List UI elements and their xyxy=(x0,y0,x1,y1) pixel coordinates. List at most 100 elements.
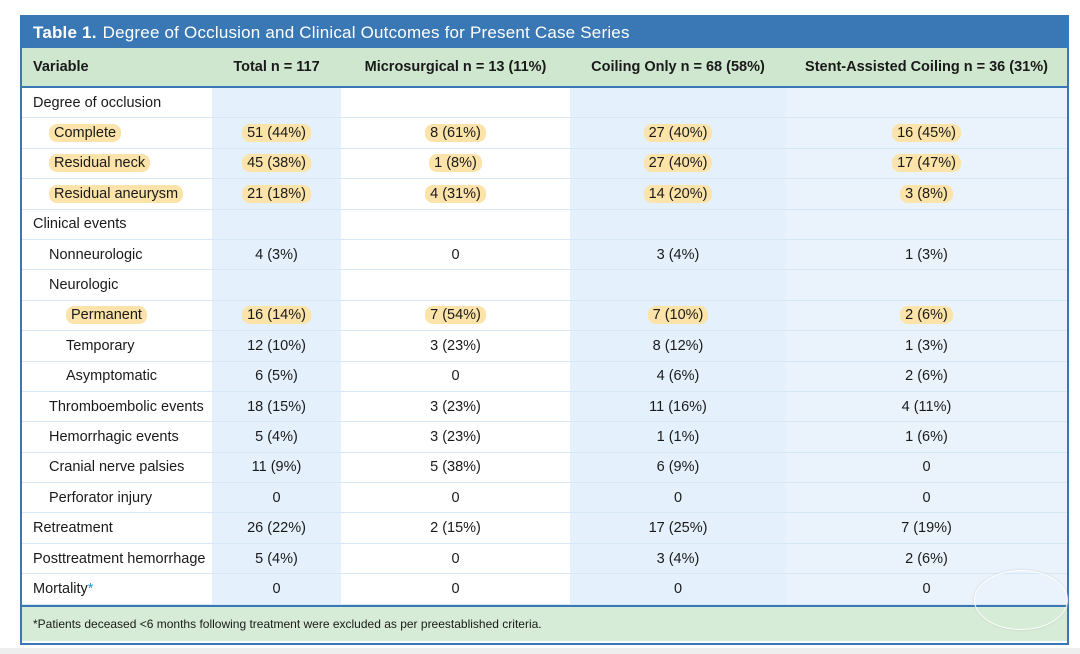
table-footnote: *Patients deceased <6 months following t… xyxy=(22,604,1067,641)
cell-total: 18 (15%) xyxy=(212,391,341,423)
cell-value: 0 xyxy=(922,459,931,476)
cell-value: 8 (12%) xyxy=(652,337,704,354)
cell-microsurgical: 0 xyxy=(341,482,570,514)
cell-total: 11 (9%) xyxy=(212,452,341,484)
row-label: Nonneurologic xyxy=(22,239,212,271)
table-row: Complete 51 (44%) 8 (61%) 27 (40%) 16 (45%) xyxy=(22,117,1067,149)
cell-coiling-only: 8 (12%) xyxy=(570,330,786,362)
table-title: Table 1. Degree of Occlusion and Clinica… xyxy=(22,17,1067,48)
cell-value: 5 (4%) xyxy=(255,428,298,445)
cell-coiling-only xyxy=(570,269,786,301)
cell-value: 0 xyxy=(272,489,281,506)
table-row: Neurologic xyxy=(22,269,1067,301)
cell-value: 4 (31%) xyxy=(425,184,486,203)
cell-microsurgical xyxy=(341,209,570,240)
row-label: Permanent xyxy=(22,300,212,332)
row-label-text: Thromboembolic events xyxy=(49,398,204,415)
cell-value: 1 (1%) xyxy=(656,428,700,445)
row-label: Mortality* xyxy=(22,573,212,605)
cell-coiling-only: 14 (20%) xyxy=(570,178,786,210)
cell-microsurgical: 3 (23%) xyxy=(341,391,570,423)
cell-stent-assisted: 1 (3%) xyxy=(786,330,1067,362)
row-label-text: Neurologic xyxy=(49,277,119,294)
cell-value: 0 xyxy=(922,489,931,506)
table-row: Retreatment 26 (22%) 2 (15%) 17 (25%) 7 (19%… xyxy=(22,512,1067,544)
table-row: Posttreatment hemorrhage 5 (4%) 0 3 (4%) 2 (… xyxy=(22,543,1067,575)
cell-microsurgical xyxy=(341,87,570,119)
cell-value: 2 (6%) xyxy=(900,306,953,325)
cell-coiling-only: 0 xyxy=(570,573,786,605)
row-label-text: Complete xyxy=(49,124,122,143)
cell-stent-assisted: 2 (6%) xyxy=(786,361,1067,392)
cell-value: 26 (22%) xyxy=(247,520,306,537)
table-row: Asymptomatic 6 (5%) 0 4 (6%) 2 (6%) xyxy=(22,361,1067,392)
row-label-text: Degree of occlusion xyxy=(33,94,162,111)
table-row: Degree of occlusion xyxy=(22,87,1067,119)
row-label-text: Residual aneurysm xyxy=(49,184,184,203)
cell-value: 21 (18%) xyxy=(242,184,311,203)
cell-microsurgical: 1 (8%) xyxy=(341,148,570,180)
cell-microsurgical: 2 (15%) xyxy=(341,512,570,544)
cell-stent-assisted xyxy=(786,269,1067,301)
cell-coiling-only: 27 (40%) xyxy=(570,148,786,180)
cell-value: 0 xyxy=(272,580,281,597)
cell-microsurgical: 7 (54%) xyxy=(341,300,570,332)
row-label-text: Clinical events xyxy=(33,216,127,233)
cell-stent-assisted: 0 xyxy=(786,482,1067,514)
row-label: Posttreatment hemorrhage xyxy=(22,543,212,575)
cell-value: 45 (38%) xyxy=(242,154,311,173)
header-stent-assisted: Stent-Assisted Coiling n = 36 (31%) xyxy=(786,48,1067,88)
cell-stent-assisted: 1 (6%) xyxy=(786,421,1067,453)
cell-value: 4 (6%) xyxy=(656,368,700,385)
cell-value: 4 (3%) xyxy=(255,246,298,263)
row-label-text: Nonneurologic xyxy=(49,246,143,263)
cell-value: 1 (8%) xyxy=(429,154,482,173)
cell-stent-assisted: 3 (8%) xyxy=(786,178,1067,210)
cell-value: 3 (23%) xyxy=(430,398,481,415)
cell-value: 11 (16%) xyxy=(649,398,707,415)
cell-value: 18 (15%) xyxy=(247,398,306,415)
cell-value: 3 (23%) xyxy=(430,337,481,354)
cell-value: 0 xyxy=(451,550,460,567)
cell-value: 3 (4%) xyxy=(656,550,700,567)
cell-microsurgical: 3 (23%) xyxy=(341,330,570,362)
cell-coiling-only: 0 xyxy=(570,482,786,514)
cell-value: 0 xyxy=(673,580,683,597)
cell-stent-assisted: 0 xyxy=(786,452,1067,484)
row-label: Retreatment xyxy=(22,512,212,544)
cell-value: 0 xyxy=(451,489,460,506)
table-row: Nonneurologic 4 (3%) 0 3 (4%) 1 (3%) xyxy=(22,239,1067,271)
cell-microsurgical: 5 (38%) xyxy=(341,452,570,484)
table-row: Thromboembolic events 18 (15%) 3 (23%) 11 (… xyxy=(22,391,1067,423)
cell-coiling-only: 7 (10%) xyxy=(570,300,786,332)
header-variable: Variable xyxy=(22,48,212,88)
footnote-marker: * xyxy=(87,580,94,597)
cell-value: 2 (6%) xyxy=(905,368,948,385)
cell-value: 0 xyxy=(451,246,460,263)
cell-value: 3 (4%) xyxy=(656,246,700,263)
cell-stent-assisted: 2 (6%) xyxy=(786,300,1067,332)
cell-total: 51 (44%) xyxy=(212,117,341,149)
cell-coiling-only: 3 (4%) xyxy=(570,239,786,271)
cell-microsurgical xyxy=(341,269,570,301)
row-label: Cranial nerve palsies xyxy=(22,452,212,484)
cell-coiling-only: 3 (4%) xyxy=(570,543,786,575)
cell-coiling-only xyxy=(570,209,786,240)
row-label: Thromboembolic events xyxy=(22,391,212,423)
cell-total xyxy=(212,269,341,301)
table-row: Permanent 16 (14%) 7 (54%) 7 (10%) 2 (6%) xyxy=(22,300,1067,332)
cell-total: 21 (18%) xyxy=(212,178,341,210)
cell-value: 8 (61%) xyxy=(425,124,486,143)
cell-value: 4 (11%) xyxy=(901,398,952,415)
cell-value: 16 (45%) xyxy=(892,124,961,143)
cell-value: 5 (38%) xyxy=(430,459,481,476)
row-label: Perforator injury xyxy=(22,482,212,514)
cell-coiling-only: 6 (9%) xyxy=(570,452,786,484)
cell-microsurgical: 4 (31%) xyxy=(341,178,570,210)
cell-value: 5 (4%) xyxy=(255,550,298,567)
cell-total: 5 (4%) xyxy=(212,543,341,575)
cell-value: 0 xyxy=(451,368,460,385)
cell-value: 7 (19%) xyxy=(901,520,952,537)
table-row: Cranial nerve palsies 11 (9%) 5 (38%) 6 (9%… xyxy=(22,452,1067,484)
row-label: Residual neck xyxy=(22,148,212,180)
